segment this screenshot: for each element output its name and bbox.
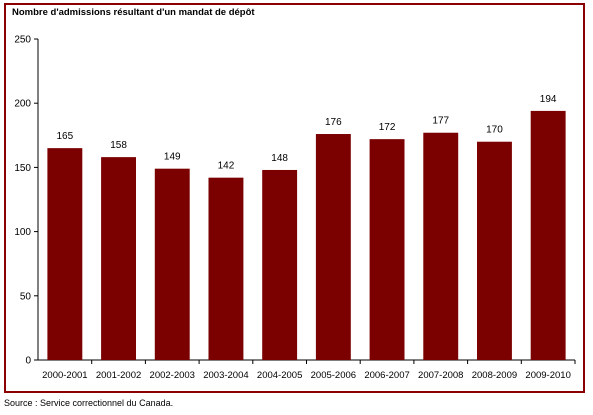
x-tick-label: 2003-2004: [203, 370, 248, 381]
bar: [208, 177, 244, 360]
bar: [423, 132, 459, 360]
y-tick-label: 50: [20, 291, 32, 302]
bar: [154, 168, 190, 360]
data-label: 142: [218, 161, 235, 172]
x-tick-label: 2000-2001: [42, 370, 87, 381]
data-label: 158: [110, 140, 127, 151]
y-tick-label: 0: [25, 356, 31, 367]
x-tick-label: 2002-2003: [150, 370, 195, 381]
bar: [101, 157, 137, 360]
x-tick-label: 2005-2006: [311, 370, 356, 381]
bar: [47, 148, 83, 360]
data-label: 149: [164, 152, 181, 163]
data-label: 148: [271, 153, 288, 164]
y-tick-label: 100: [14, 227, 31, 238]
y-tick-label: 200: [14, 99, 31, 110]
x-tick-label: 2006-2007: [364, 370, 409, 381]
x-tick-label: 2004-2005: [257, 370, 302, 381]
bar: [262, 169, 298, 360]
data-label: 170: [486, 125, 503, 136]
y-axis-title: Nombre d'admissions résultant d'un manda…: [12, 7, 255, 18]
x-tick-label: 2009-2010: [525, 370, 570, 381]
x-tick-label: 2001-2002: [96, 370, 141, 381]
data-label: 165: [57, 131, 74, 142]
data-label: 194: [540, 94, 557, 105]
data-label: 172: [379, 122, 396, 133]
x-tick-label: 2008-2009: [472, 370, 517, 381]
bar: [315, 134, 351, 360]
data-label: 177: [432, 116, 449, 127]
bar: [476, 141, 512, 360]
x-tick-label: 2007-2008: [418, 370, 463, 381]
bar: [369, 139, 405, 360]
y-tick-label: 250: [14, 35, 31, 46]
y-tick-label: 150: [14, 163, 31, 174]
source-note: Source : Service correctionnel du Canada…: [4, 398, 174, 408]
data-label: 176: [325, 117, 342, 128]
bar: [530, 110, 566, 361]
bar-chart: 0 50 100 150 200 250 165 2000-2001 158 2001-2002 1…: [14, 35, 576, 381]
